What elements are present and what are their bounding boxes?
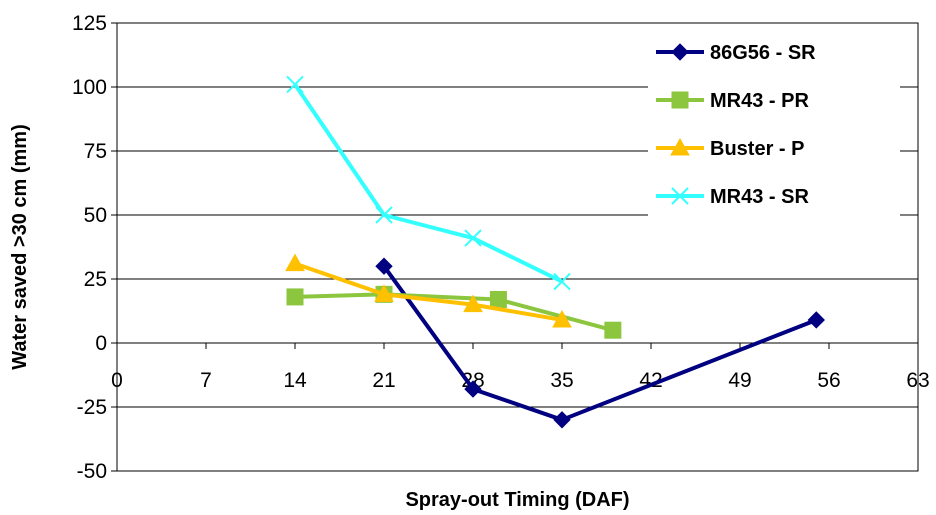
legend-label: MR43 - PR [710,90,809,112]
legend-box [648,34,900,216]
legend-marker [671,187,689,205]
series-mr43-sr [286,75,571,291]
x-tick-label: 63 [906,369,929,392]
x-tick-label: 7 [200,369,212,392]
x-tick-label: 14 [283,369,307,392]
legend-marker [671,91,689,109]
data-point [463,294,483,313]
data-point [604,321,622,339]
x-tick-labels: 071421283542495663 [111,369,930,392]
y-tick-labels: -50 -25 0 25 50 75 100 125 [72,12,107,483]
data-point [375,206,393,224]
series-line [293,83,563,284]
legend-item: Buster - P [656,137,804,160]
series-mr43-pr [286,285,622,339]
data-point [807,311,825,329]
y-tick-label: 75 [84,140,107,163]
legend-item: 86G56 - SR [656,42,816,64]
data-point [374,284,394,302]
series-buster-p [285,253,572,328]
data-point [286,288,304,306]
legend: 86G56 - SR MR43 - PR Buster - P MR43 - SR [648,34,900,216]
data-point [464,229,482,247]
y-tick-label: 25 [84,268,107,291]
y-tick-label: -50 [77,460,107,483]
legend-label: 86G56 - SR [710,42,816,64]
axes [111,22,919,472]
series-86g56-sr [375,257,825,429]
y-tick-label: 100 [72,76,107,99]
grid-lines [117,86,918,408]
data-point [286,75,304,94]
legend-item: MR43 - SR [656,186,809,208]
data-point [552,309,572,328]
legend-item: MR43 - PR [656,90,809,112]
y-tick-label: -25 [77,396,107,419]
series-layer [285,75,825,429]
data-point [375,257,393,275]
y-tick-label: 0 [95,332,107,355]
data-point [285,253,305,272]
x-tick-label: 35 [550,369,573,392]
legend-marker [670,137,690,156]
plot-border [116,22,919,472]
legend-label: Buster - P [710,138,804,160]
data-point [489,290,507,308]
legend-label: MR43 - SR [710,186,809,208]
y-tick-label: 125 [72,12,107,35]
legend-marker [671,43,689,61]
x-tick-label: 0 [111,369,123,392]
y-axis-title: Water saved >30 cm (mm) [9,124,31,369]
y-tick-label: 50 [84,204,107,227]
x-tick-label: 21 [372,369,395,392]
series-line [382,265,818,422]
x-axis-title: Spray-out Timing (DAF) [405,489,629,511]
data-point [553,272,571,291]
data-point [553,411,571,429]
data-point [464,380,482,398]
x-tick-label: 56 [817,369,840,392]
series-line [294,292,614,333]
x-tick-label: 49 [728,369,751,392]
series-line [294,261,563,322]
